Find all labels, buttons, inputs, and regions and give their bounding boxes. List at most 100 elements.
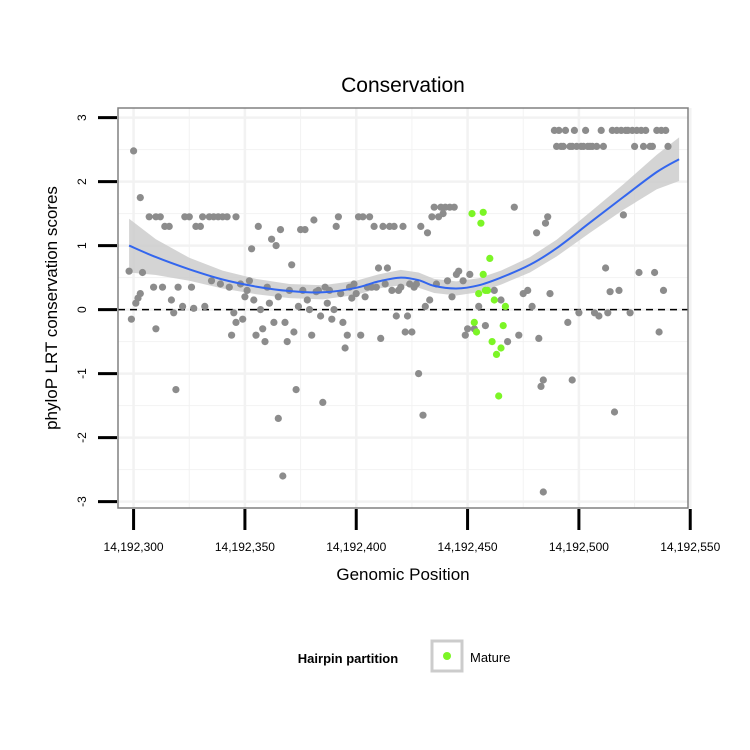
data-point [439,210,447,218]
data-point-mature [477,219,485,227]
data-point [366,213,374,221]
data-point [301,226,309,234]
data-point [268,235,276,243]
data-point [455,267,463,275]
data-point [533,229,541,237]
data-point [125,267,133,275]
data-point [515,331,523,339]
x-tick-label: 14,192,450 [438,540,498,554]
data-point [172,386,180,394]
data-point [570,126,579,134]
data-point [461,331,469,339]
data-point [419,411,427,419]
data-point [339,318,347,326]
data-point [274,414,282,422]
data-point [599,142,608,150]
data-point [490,286,498,294]
data-point [426,296,434,304]
data-point [185,213,193,221]
data-point [559,142,567,150]
data-point [662,126,670,134]
data-point [450,203,458,211]
y-tick-label: -3 [75,496,89,507]
data-point [150,283,158,291]
data-point [245,277,253,285]
data-point [642,126,650,134]
data-point [388,286,396,294]
data-point [595,312,603,320]
data-point [290,328,298,336]
data-point [361,293,369,301]
data-point [158,283,167,291]
data-point [283,338,291,346]
data-point [497,296,505,304]
data-point [582,126,590,134]
data-point [308,331,316,339]
data-point-mature [470,318,478,326]
data-point [252,331,260,339]
data-point [167,296,175,304]
data-point [459,277,467,285]
data-point [130,147,138,155]
data-point-mature [488,338,496,346]
data-point [610,408,619,416]
y-tick-label: 3 [75,114,89,121]
data-point [539,376,547,384]
data-point [294,302,302,310]
data-point [136,194,144,202]
data-point [305,306,314,314]
data-point [228,331,236,339]
data-point-mature [490,296,498,304]
data-point [138,268,147,277]
y-axis-ticks: -3 -2 -1 0 1 2 3 [75,114,117,507]
data-point [232,213,240,221]
data-point [615,286,623,294]
data-point [341,344,349,352]
data-point [136,290,144,298]
data-point [421,302,429,310]
data-point [544,213,552,221]
data-point [659,286,668,294]
data-point [397,283,405,291]
data-point [448,293,456,301]
data-point [383,264,391,272]
data-point [254,222,262,230]
data-point [199,213,207,221]
chart-title: Conservation [341,74,465,97]
data-point [127,315,135,323]
data-point [524,286,532,294]
data-point [417,222,425,230]
data-point [539,488,547,496]
data-point [334,213,342,221]
points-mature [468,208,509,400]
data-point [279,472,287,480]
data-point [223,213,231,221]
data-point [372,283,380,291]
data-point [408,328,416,336]
y-tick-label: 1 [75,242,89,249]
data-point [381,280,389,288]
data-point [415,370,423,378]
data-point [423,229,432,237]
data-point [190,304,198,312]
y-axis-title: phyloP LRT conservation scores [42,186,61,430]
legend-key-mature [443,652,451,660]
data-point [561,126,570,134]
data-point [196,222,204,230]
points-other [125,126,672,496]
y-tick-label: 0 [75,306,89,313]
data-point [317,312,325,320]
data-point [310,216,318,224]
data-point [374,264,383,272]
y-tick-label: 2 [75,178,89,185]
data-point [604,309,612,317]
data-point [328,315,336,323]
data-point [602,264,610,272]
data-point [597,126,605,134]
data-point [370,222,378,230]
data-point [261,338,269,346]
data-point [555,126,563,134]
y-tick-label: -2 [75,432,89,443]
data-point [319,398,327,406]
plot-panel-border [117,107,689,509]
